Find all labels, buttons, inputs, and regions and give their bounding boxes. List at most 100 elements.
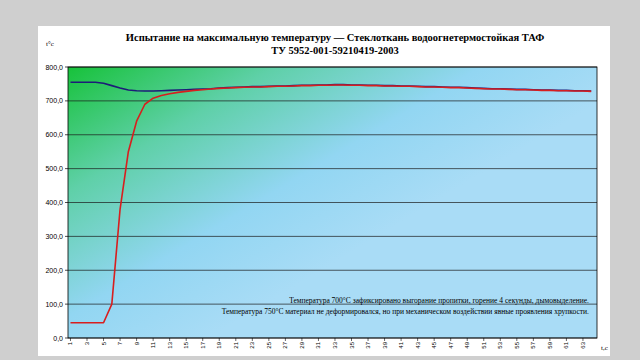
y-tick: [65, 304, 68, 305]
y-tick-label: 700,0: [45, 97, 63, 104]
x-tick: [549, 338, 550, 341]
y-tick-label: 500,0: [45, 165, 63, 172]
x-tick: [136, 338, 137, 341]
x-tick-label: 61: [563, 341, 569, 348]
x-tick: [252, 338, 253, 341]
y-tick-label: 800,0: [45, 64, 63, 71]
y-tick-label: 400,0: [45, 199, 63, 206]
x-tick-label: 53: [497, 341, 503, 348]
grid-line: [68, 168, 597, 169]
y-tick: [65, 168, 68, 169]
x-tick: [318, 338, 319, 341]
x-tick-label: 27: [282, 341, 288, 348]
x-tick-label: 41: [398, 341, 404, 348]
x-tick-label: 51: [481, 341, 487, 348]
x-tick-label: 9: [134, 341, 140, 345]
y-tick: [65, 67, 68, 68]
x-tick-label: 25: [266, 341, 272, 348]
y-tick-label: 100,0: [45, 301, 63, 308]
x-tick: [467, 338, 468, 341]
x-tick-label: 23: [249, 341, 255, 348]
x-tick-label: 3: [84, 341, 90, 345]
x-tick-label: 37: [365, 341, 371, 348]
subtitle: ТУ 5952-001-59210419-2003: [271, 45, 399, 56]
x-tick-label: 47: [448, 341, 454, 348]
x-tick-label: 15: [183, 341, 189, 348]
x-tick: [186, 338, 187, 341]
grid-line: [68, 100, 597, 101]
plot-frame: [68, 67, 597, 338]
x-tick-label: 45: [431, 341, 437, 348]
y-axis-label: t°c: [46, 40, 54, 48]
grid-line: [68, 202, 597, 203]
plot-area: [68, 67, 597, 338]
x-tick: [401, 338, 402, 341]
x-tick: [153, 338, 154, 341]
x-tick-label: 63: [580, 341, 586, 348]
x-tick: [351, 338, 352, 341]
x-tick-label: 11: [150, 341, 156, 348]
y-tick: [65, 100, 68, 101]
x-tick: [334, 338, 335, 341]
y-tick: [65, 338, 68, 339]
x-tick-label: 13: [167, 341, 173, 348]
x-tick-label: 57: [530, 341, 536, 348]
x-tick-label: 59: [547, 341, 553, 348]
chart: Испытание на максимальную температуру — …: [0, 0, 640, 360]
x-tick: [566, 338, 567, 341]
x-axis-label: t,c: [601, 344, 608, 352]
x-tick-label: 43: [415, 341, 421, 348]
x-tick-label: 31: [315, 341, 321, 348]
panel: [38, 26, 610, 356]
grid-line: [68, 270, 597, 271]
x-tick: [301, 338, 302, 341]
x-tick-label: 49: [464, 341, 470, 348]
x-tick-label: 29: [299, 341, 305, 348]
x-tick-label: 55: [514, 341, 520, 348]
y-tick-label: 200,0: [45, 267, 63, 274]
x-tick: [483, 338, 484, 341]
x-tick: [450, 338, 451, 341]
x-tick: [582, 338, 583, 341]
x-tick: [285, 338, 286, 341]
grid-line: [68, 236, 597, 237]
x-tick: [202, 338, 203, 341]
x-tick-label: 19: [216, 341, 222, 348]
series-group: [70, 82, 591, 323]
y-tick: [65, 270, 68, 271]
y-tick-label: 0,0: [53, 335, 63, 342]
x-tick: [384, 338, 385, 341]
y-tick-label: 600,0: [45, 131, 63, 138]
annotation: Температура 700°С зафиксировано выгорани…: [289, 296, 589, 305]
x-tick: [434, 338, 435, 341]
x-tick: [533, 338, 534, 341]
x-tick: [235, 338, 236, 341]
x-tick: [417, 338, 418, 341]
x-tick-label: 21: [233, 341, 239, 348]
y-tick: [65, 202, 68, 203]
y-tick: [65, 134, 68, 135]
x-tick-label: 7: [117, 341, 123, 345]
x-tick: [516, 338, 517, 341]
title: Испытание на максимальную температуру — …: [126, 32, 544, 43]
x-tick-label: 1: [67, 341, 73, 345]
x-tick: [120, 338, 121, 341]
x-tick: [368, 338, 369, 341]
x-tick: [87, 338, 88, 341]
x-tick: [103, 338, 104, 341]
x-tick: [219, 338, 220, 341]
y-tick-label: 300,0: [45, 233, 63, 240]
line-series: [70, 85, 591, 323]
x-tick-label: 33: [332, 341, 338, 348]
grid-line: [68, 134, 597, 135]
annotation: Температура 750°С материал не деформиров…: [222, 307, 589, 316]
x-tick: [500, 338, 501, 341]
y-tick: [65, 236, 68, 237]
x-tick-label: 35: [349, 341, 355, 348]
x-tick: [70, 338, 71, 341]
x-tick: [169, 338, 170, 341]
x-tick-label: 5: [101, 341, 107, 345]
x-tick-label: 39: [382, 341, 388, 348]
x-tick: [268, 338, 269, 341]
x-tick-label: 17: [200, 341, 206, 348]
